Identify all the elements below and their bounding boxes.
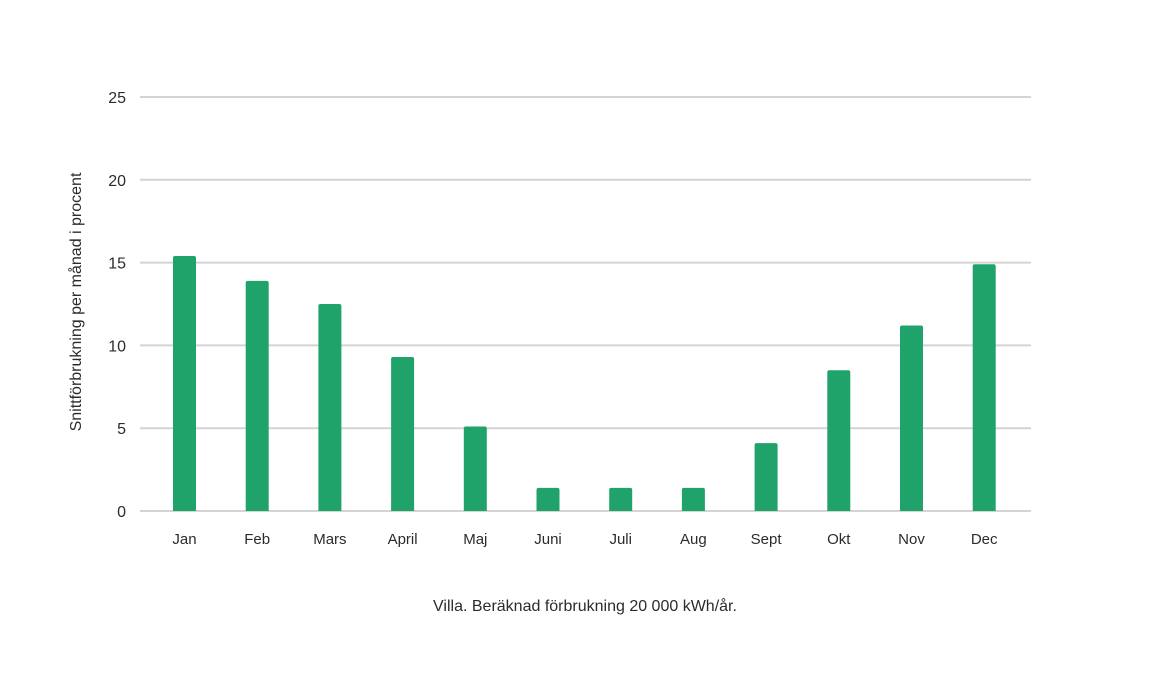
y-tick-label: 10 [108,338,126,355]
bar-april [391,356,415,511]
bar-dec [972,264,996,511]
y-tick-label: 25 [108,90,126,107]
x-tick-label: Feb [244,531,270,548]
bar-juni [536,487,560,511]
x-tick-label: Mars [313,531,346,548]
x-tick-label: Dec [971,531,998,548]
bar-mars [318,304,342,511]
bar-jan [173,255,196,511]
chart-caption: Villa. Beräknad förbrukning 20 000 kWh/å… [433,597,737,615]
x-tick-label: Juni [534,531,562,548]
y-axis-ticks: 0 5 10 15 20 25 [108,90,126,521]
y-tick-label: 0 [117,504,126,521]
x-tick-label: April [388,531,418,548]
x-tick-label: Sept [751,531,783,548]
y-axis-title: Snittförbrukning per månad i procent [67,172,85,431]
x-tick-label: Juli [609,531,632,548]
bar-feb [245,280,269,511]
y-tick-label: 15 [108,256,126,273]
x-tick-label: Okt [827,531,851,548]
gridlines [140,96,1031,512]
x-tick-label: Nov [898,531,925,548]
x-axis-ticks: Jan Feb Mars April Maj Juni Juli Aug Sept Okt Nov D… [172,531,998,548]
bars [173,255,996,511]
bar-aug [681,487,705,511]
bar-juli [609,487,633,511]
bar-maj [463,426,487,511]
x-tick-label: Jan [172,531,196,548]
bar-sept [754,443,778,511]
y-tick-label: 5 [117,421,126,438]
bar-okt [827,370,851,511]
bar-nov [900,325,923,511]
x-tick-label: Maj [463,531,487,548]
x-tick-label: Aug [680,531,707,548]
y-tick-label: 20 [108,173,126,190]
